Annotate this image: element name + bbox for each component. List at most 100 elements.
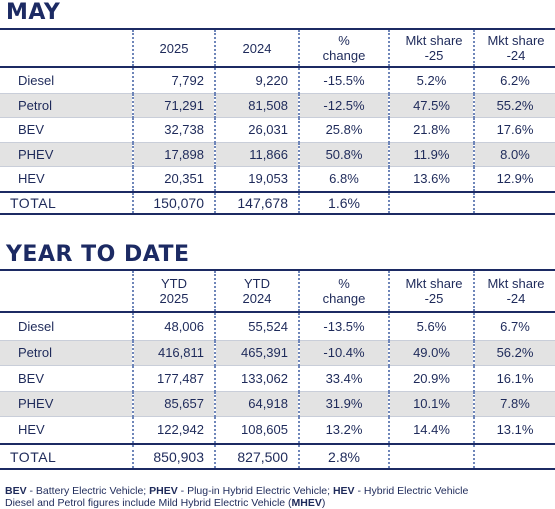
table-row-total: TOTAL 850,903 827,500 2.8% xyxy=(0,444,555,469)
cell-change: 31.9% xyxy=(298,391,389,416)
header-mkt-share-24: Mkt share -24 xyxy=(473,29,555,67)
cell-ytd-2025: 48,006 xyxy=(132,312,215,340)
cell-share-24: 16.1% xyxy=(473,365,555,391)
cell-2025: 71,291 xyxy=(132,93,215,117)
header-mkt-share-24: Mkt share -24 xyxy=(473,270,555,312)
cell-ytd-2025: 85,657 xyxy=(132,391,215,416)
total-ytd-2025: 850,903 xyxy=(132,444,215,469)
cell-share-25: 10.1% xyxy=(388,391,474,416)
cell-change: 13.2% xyxy=(298,416,389,444)
header-row: YTD 2025 YTD 2024 % change Mkt share -25… xyxy=(0,270,555,312)
cell-share-24: 56.2% xyxy=(473,340,555,365)
cell-share-25: 5.2% xyxy=(388,67,474,93)
header-mkt-share-25: Mkt share -25 xyxy=(388,270,474,312)
cell-share-24: 6.7% xyxy=(473,312,555,340)
cell-change: -12.5% xyxy=(298,93,389,117)
header-ytd-2024: YTD 2024 xyxy=(214,270,299,312)
cell-ytd-2024: 133,062 xyxy=(214,365,299,391)
cell-share-25: 20.9% xyxy=(388,365,474,391)
header-2025: 2025 xyxy=(132,29,215,67)
table-row-phev: PHEV 85,657 64,918 31.9% 10.1% 7.8% xyxy=(0,391,555,416)
cell-2024: 19,053 xyxy=(214,166,299,192)
ytd-section-title: YEAR TO DATE xyxy=(6,242,190,267)
may-sales-table: 2025 2024 % change Mkt share -25 Mkt sha… xyxy=(0,28,555,215)
cell-change: 25.8% xyxy=(298,117,389,142)
cell-share-25: 21.8% xyxy=(388,117,474,142)
total-share-25 xyxy=(388,192,474,214)
header-ytd-2025: YTD 2025 xyxy=(132,270,215,312)
cell-share-25: 47.5% xyxy=(388,93,474,117)
total-share-24 xyxy=(473,192,555,214)
table-row-bev: BEV 32,738 26,031 25.8% 21.8% 17.6% xyxy=(0,117,555,142)
footnote-line-1: BEV - Battery Electric Vehicle; PHEV - P… xyxy=(5,485,469,497)
cell-change: 6.8% xyxy=(298,166,389,192)
cell-2024: 26,031 xyxy=(214,117,299,142)
cell-ytd-2025: 122,942 xyxy=(132,416,215,444)
cell-share-25: 13.6% xyxy=(388,166,474,192)
cell-change: -15.5% xyxy=(298,67,389,93)
table-row-hev: HEV 20,351 19,053 6.8% 13.6% 12.9% xyxy=(0,166,555,192)
total-2025: 150,070 xyxy=(132,192,215,214)
cell-2024: 11,866 xyxy=(214,142,299,166)
total-share-25 xyxy=(388,444,474,469)
cell-2025: 7,792 xyxy=(132,67,215,93)
ytd-sales-table: YTD 2025 YTD 2024 % change Mkt share -25… xyxy=(0,269,555,470)
row-label: Petrol xyxy=(0,93,133,117)
cell-2025: 32,738 xyxy=(132,117,215,142)
cell-share-24: 8.0% xyxy=(473,142,555,166)
abbr-bev: BEV xyxy=(5,485,27,497)
cell-share-24: 6.2% xyxy=(473,67,555,93)
table-row-total: TOTAL 150,070 147,678 1.6% xyxy=(0,192,555,214)
header-2024: 2024 xyxy=(214,29,299,67)
cell-ytd-2024: 108,605 xyxy=(214,416,299,444)
table-row-petrol: Petrol 71,291 81,508 -12.5% 47.5% 55.2% xyxy=(0,93,555,117)
table-row-diesel: Diesel 7,792 9,220 -15.5% 5.2% 6.2% xyxy=(0,67,555,93)
cell-2025: 17,898 xyxy=(132,142,215,166)
abbr-phev: PHEV xyxy=(149,485,178,497)
cell-share-25: 11.9% xyxy=(388,142,474,166)
cell-share-24: 12.9% xyxy=(473,166,555,192)
cell-2024: 9,220 xyxy=(214,67,299,93)
cell-2025: 20,351 xyxy=(132,166,215,192)
cell-ytd-2025: 416,811 xyxy=(132,340,215,365)
header-fuel-type xyxy=(0,29,133,67)
cell-share-24: 7.8% xyxy=(473,391,555,416)
cell-ytd-2024: 55,524 xyxy=(214,312,299,340)
total-change: 1.6% xyxy=(298,192,389,214)
header-mkt-share-25: Mkt share -25 xyxy=(388,29,474,67)
cell-ytd-2024: 465,391 xyxy=(214,340,299,365)
row-label: Diesel xyxy=(18,72,55,88)
cell-share-24: 13.1% xyxy=(473,416,555,444)
cell-2024: 81,508 xyxy=(214,93,299,117)
cell-share-25: 49.0% xyxy=(388,340,474,365)
total-change: 2.8% xyxy=(298,444,389,469)
total-label: TOTAL xyxy=(0,192,133,214)
table-row-petrol: Petrol 416,811 465,391 -10.4% 49.0% 56.2… xyxy=(0,340,555,365)
cell-change: -13.5% xyxy=(298,312,389,340)
cell-change: -10.4% xyxy=(298,340,389,365)
abbr-hev: HEV xyxy=(332,485,355,497)
row-label: HEV xyxy=(18,171,45,187)
row-label: BEV xyxy=(18,370,45,386)
cell-share-24: 17.6% xyxy=(473,117,555,142)
total-2024: 147,678 xyxy=(214,192,299,214)
row-label: BEV xyxy=(18,122,45,137)
row-label: Diesel xyxy=(18,318,55,334)
footnote: BEV - Battery Electric Vehicle; PHEV - P… xyxy=(5,485,553,509)
cell-change: 33.4% xyxy=(298,365,389,391)
header-pct-change: % change xyxy=(298,29,389,67)
cell-ytd-2025: 177,487 xyxy=(132,365,215,391)
cell-share-25: 5.6% xyxy=(388,312,474,340)
total-share-24 xyxy=(473,444,555,469)
cell-share-25: 14.4% xyxy=(388,416,474,444)
row-label: PHEV xyxy=(0,391,133,416)
row-label: Petrol xyxy=(0,340,133,365)
total-label: TOTAL xyxy=(0,444,133,469)
row-label: HEV xyxy=(18,422,45,438)
row-label: PHEV xyxy=(0,142,133,166)
table-row-hev: HEV 122,942 108,605 13.2% 14.4% 13.1% xyxy=(0,416,555,444)
may-section-title: MAY xyxy=(6,0,61,25)
header-row: 2025 2024 % change Mkt share -25 Mkt sha… xyxy=(0,29,555,67)
abbr-mhev: MHEV xyxy=(291,497,322,509)
cell-change: 50.8% xyxy=(298,142,389,166)
